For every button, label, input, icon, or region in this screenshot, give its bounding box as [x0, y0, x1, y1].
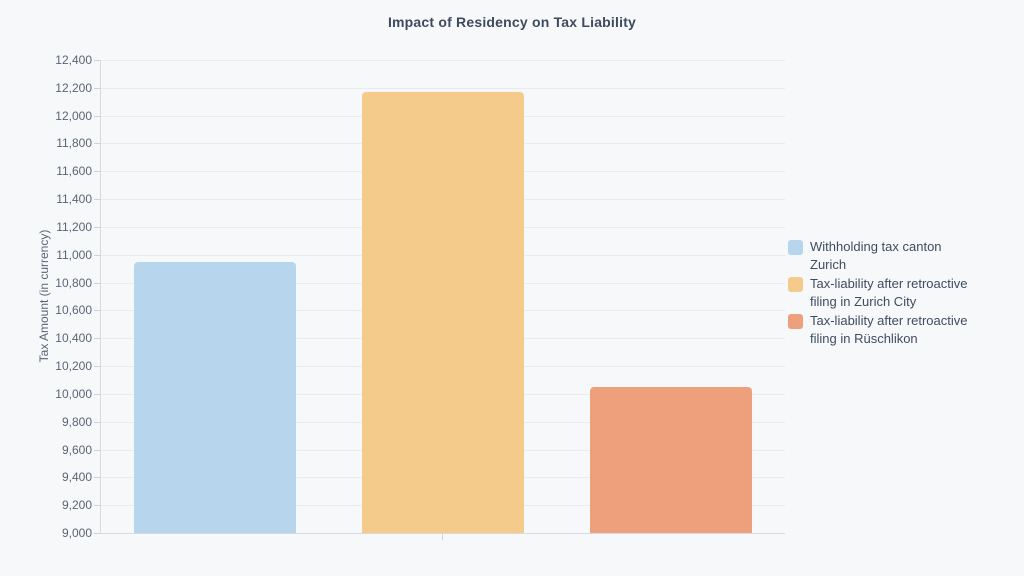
y-tick-label: 9,800	[61, 414, 92, 429]
y-tick-label: 10,600	[55, 303, 92, 318]
legend-label: Tax-liability after retroactive filing in…	[810, 276, 968, 309]
y-tick-label: 9,600	[61, 442, 92, 457]
bar-series-2[interactable]	[362, 92, 524, 533]
y-tick-mark	[94, 87, 100, 89]
y-tick-mark	[94, 533, 100, 534]
plot-area	[100, 60, 785, 534]
y-tick-mark	[94, 449, 100, 451]
legend-swatch	[788, 240, 803, 255]
y-tick-mark	[94, 338, 100, 340]
legend-label: Withholding tax canton Zurich	[810, 239, 942, 272]
legend: Withholding tax canton Zurich Tax-liabilit…	[788, 238, 968, 349]
y-tick-label: 11,800	[56, 136, 92, 151]
y-tick-label: 9,200	[61, 498, 92, 513]
y-tick-mark	[94, 505, 100, 507]
y-tick-mark	[94, 282, 100, 284]
gridline	[101, 87, 785, 89]
legend-item-3[interactable]: Tax-liability after retroactive filing in…	[788, 312, 968, 348]
y-tick-mark	[94, 226, 100, 228]
y-tick-mark	[94, 171, 100, 173]
y-tick-label: 12,400	[55, 53, 92, 67]
y-tick-label: 10,200	[55, 359, 92, 374]
y-tick-mark	[94, 366, 100, 368]
y-tick-label: 11,200	[56, 219, 92, 234]
x-tick-mark	[442, 534, 443, 540]
legend-label: Tax-liability after retroactive filing in…	[810, 313, 968, 346]
gridline	[101, 60, 785, 61]
legend-item-2[interactable]: Tax-liability after retroactive filing in…	[788, 275, 968, 311]
y-tick-mark	[94, 199, 100, 201]
y-tick-label: 10,400	[55, 331, 92, 346]
chart-title: Impact of Residency on Tax Liability	[387, 14, 637, 30]
y-tick-mark	[94, 310, 100, 312]
y-tick-label: 9,400	[61, 470, 92, 485]
y-tick-mark	[94, 60, 100, 61]
y-tick-label: 12,000	[55, 108, 92, 123]
y-tick-mark	[94, 115, 100, 117]
y-tick-label: 10,800	[55, 275, 92, 290]
y-tick-mark	[94, 393, 100, 395]
y-tick-mark	[94, 143, 100, 145]
legend-swatch	[788, 277, 803, 292]
y-tick-mark	[94, 477, 100, 479]
legend-swatch	[788, 314, 803, 329]
bar-series-3[interactable]	[590, 386, 752, 533]
y-tick-label: 12,200	[55, 80, 92, 95]
y-tick-label: 10,000	[55, 386, 92, 401]
bar-series-1[interactable]	[134, 261, 296, 533]
y-tick-label: 11,400	[56, 192, 92, 207]
y-tick-label: 11,000	[56, 247, 92, 262]
y-tick-label: 9,000	[61, 526, 92, 540]
y-tick-mark	[94, 421, 100, 423]
y-tick-mark	[94, 254, 100, 256]
legend-item-1[interactable]: Withholding tax canton Zurich	[788, 238, 968, 274]
y-tick-label: 11,600	[56, 164, 92, 179]
